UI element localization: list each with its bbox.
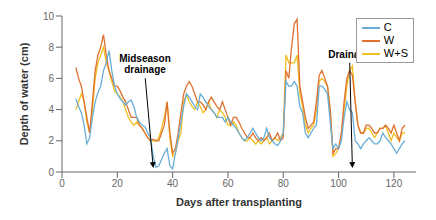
svg-text:2: 2 <box>48 135 54 146</box>
svg-text:6: 6 <box>48 73 54 84</box>
svg-text:Days after transplanting: Days after transplanting <box>176 196 302 208</box>
svg-text:Midseasondrainage: Midseasondrainage <box>119 53 171 75</box>
svg-text:120: 120 <box>386 178 403 189</box>
svg-text:0: 0 <box>48 167 54 178</box>
svg-text:10: 10 <box>43 11 55 22</box>
svg-text:20: 20 <box>112 178 124 189</box>
html-text:W+S: W+S <box>383 47 408 59</box>
svg-text:100: 100 <box>330 178 347 189</box>
html-text:C: C <box>383 21 392 33</box>
svg-text:Drainage: Drainage <box>328 48 371 60</box>
svg-text:Depth of water (cm): Depth of water (cm) <box>18 42 30 145</box>
svg-text:60: 60 <box>222 178 234 189</box>
html-text:W: W <box>383 34 395 46</box>
svg-text:80: 80 <box>278 178 290 189</box>
svg-text:0: 0 <box>59 178 65 189</box>
svg-text:40: 40 <box>167 178 179 189</box>
svg-text:8: 8 <box>48 42 54 53</box>
svg-text:4: 4 <box>48 104 54 115</box>
